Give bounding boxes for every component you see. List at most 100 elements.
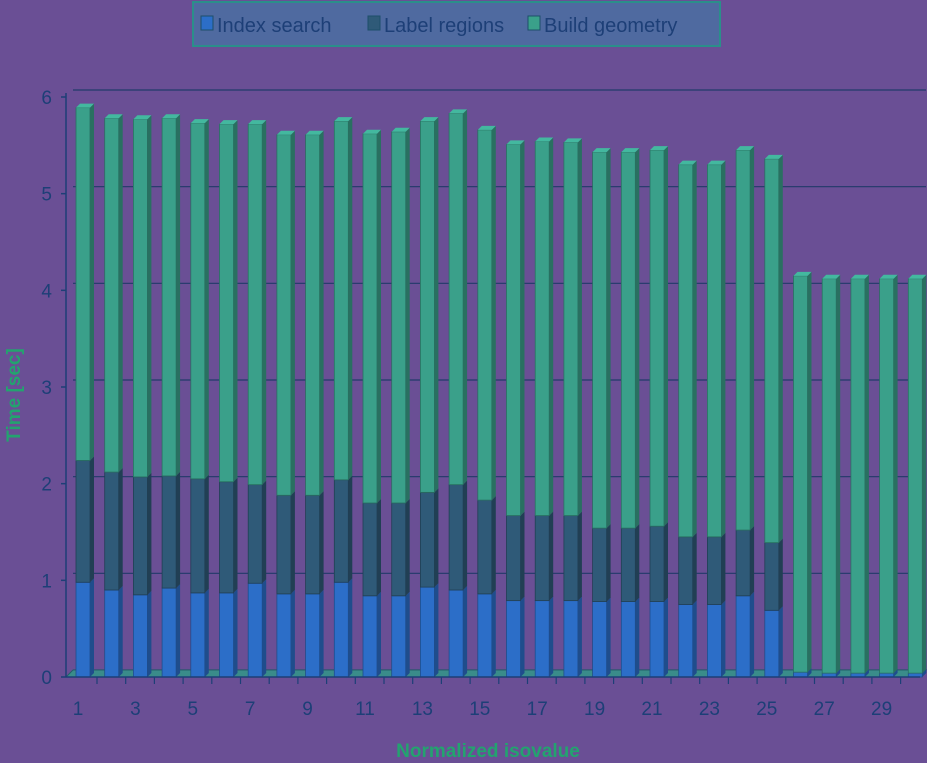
bar-segment-side xyxy=(606,597,611,677)
bar-segment-side xyxy=(290,589,295,677)
bar-segment-side xyxy=(778,154,783,543)
bar-segment-build-geometry xyxy=(506,143,521,516)
bar-top xyxy=(477,125,496,130)
bar-segment-side xyxy=(348,578,353,677)
bar-segment-build-geometry xyxy=(879,278,894,674)
bar-top xyxy=(219,120,238,125)
bar-segment-label-regions xyxy=(161,475,177,589)
x-tick-label: 3 xyxy=(130,699,141,720)
bar-top xyxy=(248,120,267,125)
bar-top xyxy=(908,274,927,279)
bar-segment-side xyxy=(807,668,812,677)
bar-segment-side xyxy=(405,499,410,596)
bar-segment-side xyxy=(405,127,410,504)
x-tick-label: 15 xyxy=(469,699,490,720)
bar-segment-side xyxy=(176,114,181,476)
legend-label-build-geometry: Build geometry xyxy=(544,15,677,37)
bar-stack-29 xyxy=(879,274,898,678)
bar-segment-side xyxy=(577,138,582,516)
bar-segment-side xyxy=(520,140,525,516)
bar-segment-side xyxy=(176,584,181,677)
bar-segment-build-geometry xyxy=(821,278,837,674)
bar-stack-12 xyxy=(391,127,410,678)
bar-segment-build-geometry xyxy=(75,107,91,461)
bar-top xyxy=(305,130,324,135)
bar-segment-side xyxy=(664,522,668,602)
bar-segment-side xyxy=(434,583,439,677)
bar-segment-side xyxy=(778,606,783,677)
bar-segment-side xyxy=(233,120,238,482)
bar-segment-side xyxy=(664,146,668,527)
bar-segment-build-geometry xyxy=(850,278,866,674)
bar-segment-label-regions xyxy=(104,471,120,591)
bar-stack-19 xyxy=(592,148,611,678)
bar-segment-index-search xyxy=(219,592,234,678)
bar-stack-7 xyxy=(247,120,267,678)
bar-top xyxy=(764,154,783,159)
bar-segment-side xyxy=(893,669,898,677)
bar-segment-side xyxy=(147,590,152,677)
bar-segment-index-search xyxy=(362,595,378,678)
bar-segment-side xyxy=(90,578,94,677)
bar-top xyxy=(650,146,668,151)
x-tick-label: 19 xyxy=(584,699,605,720)
bar-stack-8 xyxy=(276,130,295,678)
legend-swatch-index-search xyxy=(200,15,214,31)
y-axis-title: Time [sec] xyxy=(4,348,25,442)
x-tick-label: 21 xyxy=(641,699,662,720)
bar-stack-2 xyxy=(104,114,123,678)
bar-segment-build-geometry xyxy=(305,134,321,496)
y-tick-label: 6 xyxy=(41,88,52,109)
x-tick-label: 7 xyxy=(245,699,256,720)
bar-segment-label-regions xyxy=(592,527,607,603)
bar-segment-label-regions xyxy=(391,502,407,597)
bar-segment-side xyxy=(692,160,697,537)
bar-stack-10 xyxy=(333,117,353,678)
bar-stack-16 xyxy=(506,140,525,678)
y-tick-labels: 0 1 2 3 4 5 6 xyxy=(41,88,66,689)
bar-segment-build-geometry xyxy=(678,164,694,538)
bar-segment-side xyxy=(377,499,381,596)
bar-top xyxy=(822,274,841,279)
bar-segment-index-search xyxy=(707,604,722,678)
bar-segment-build-geometry xyxy=(620,151,636,529)
bar-segment-build-geometry xyxy=(333,120,349,481)
bar-segment-index-search xyxy=(190,592,206,678)
bar-segment-index-search xyxy=(276,593,292,678)
bar-segment-side xyxy=(692,532,697,605)
bar-segment-label-regions xyxy=(620,527,636,603)
bar-segment-side xyxy=(262,480,267,584)
bar-segment-label-regions xyxy=(190,478,206,594)
bar-segment-label-regions xyxy=(678,536,694,605)
bar-segment-side xyxy=(606,148,611,529)
x-tick-label: 9 xyxy=(302,699,313,720)
bar-top xyxy=(879,274,898,279)
bar-segment-build-geometry xyxy=(132,118,148,478)
bar-segment-side xyxy=(491,496,496,594)
bar-segment-label-regions xyxy=(247,484,263,584)
bar-segment-build-geometry xyxy=(592,151,607,529)
bar-segment-build-geometry xyxy=(161,117,177,477)
bar-segment-side xyxy=(463,109,468,485)
bar-stack-13 xyxy=(419,117,439,678)
bar-top xyxy=(535,137,554,142)
bar-segment-label-regions xyxy=(219,481,234,594)
bar-stack-3 xyxy=(132,115,152,678)
bar-segment-build-geometry xyxy=(563,142,579,516)
bar-top xyxy=(506,140,525,145)
bar-top xyxy=(391,127,410,132)
bar-segment-label-regions xyxy=(419,491,435,588)
bar-segment-side xyxy=(807,271,812,673)
bar-top xyxy=(563,138,582,143)
bar-segment-side xyxy=(635,148,640,529)
bar-segment-side xyxy=(606,524,611,602)
bar-segment-build-geometry xyxy=(247,123,263,486)
bar-segment-side xyxy=(434,117,439,493)
bar-stack-27 xyxy=(821,274,841,678)
x-tick-label: 27 xyxy=(814,699,835,720)
bar-segment-build-geometry xyxy=(104,117,120,473)
bar-stack-1 xyxy=(75,103,94,678)
bar-segment-index-search xyxy=(75,581,91,678)
bar-segment-side xyxy=(635,597,640,677)
bar-top xyxy=(449,109,468,114)
